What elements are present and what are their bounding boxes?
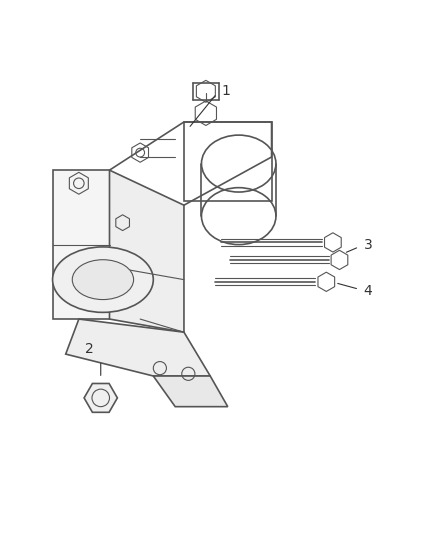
Polygon shape [53,170,110,319]
Polygon shape [110,170,184,332]
Polygon shape [84,383,117,413]
Polygon shape [66,319,210,376]
Text: 4: 4 [364,284,372,297]
Text: 2: 2 [85,342,94,356]
Text: 1: 1 [221,84,230,98]
Polygon shape [153,376,228,407]
Ellipse shape [53,247,153,312]
Ellipse shape [72,260,134,300]
Text: 3: 3 [364,238,372,253]
